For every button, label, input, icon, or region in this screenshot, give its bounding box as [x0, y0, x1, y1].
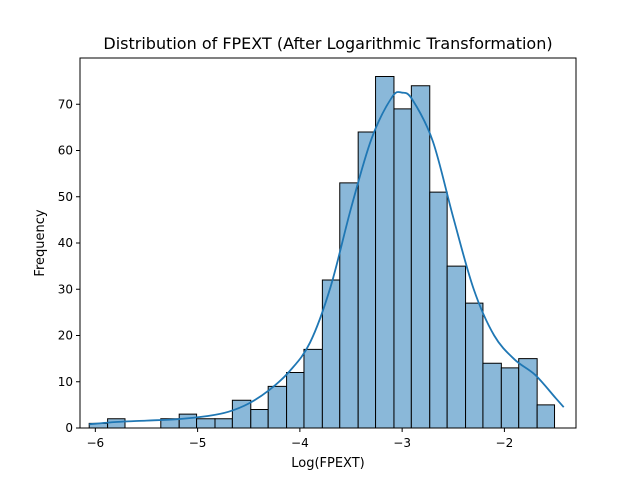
- histogram-bar: [286, 372, 305, 429]
- kde-curve: [89, 91, 565, 426]
- histogram-bar: [482, 362, 502, 429]
- y-tick-label: 30: [58, 282, 73, 296]
- histogram-bar: [267, 385, 288, 429]
- x-axis-label: Log(FPEXT): [291, 456, 365, 471]
- y-tick-label: 0: [65, 421, 73, 435]
- x-tick-label: −6: [86, 436, 104, 450]
- y-tick-label: 60: [58, 144, 73, 158]
- histogram-bar: [339, 182, 359, 429]
- histogram-bar: [536, 404, 556, 429]
- histogram-bar: [410, 85, 431, 429]
- x-tick-label: −4: [291, 436, 309, 450]
- y-tick-label: 10: [58, 375, 73, 389]
- histogram-bar: [375, 76, 395, 429]
- histogram-bar: [446, 265, 467, 429]
- histogram-bar: [178, 413, 198, 429]
- y-tick-label: 40: [58, 236, 73, 250]
- bars-group: [88, 76, 556, 429]
- histogram-bar: [429, 191, 448, 429]
- y-tick-label: 50: [58, 190, 73, 204]
- y-axis-ticks: 0 10 20 30 40 50 60 70: [58, 97, 80, 435]
- x-tick-label: −3: [393, 436, 411, 450]
- y-tick-label: 70: [58, 97, 73, 111]
- y-axis-label: Frequency: [33, 209, 48, 276]
- histogram-bar: [196, 418, 216, 429]
- histogram-bar: [107, 418, 126, 429]
- x-axis-ticks: −6 −5 −4 −3 −2: [86, 428, 513, 450]
- x-tick-label: −5: [189, 436, 207, 450]
- chart-title: Distribution of FPEXT (After Logarithmic…: [103, 34, 552, 53]
- histogram-bar: [500, 367, 520, 429]
- histogram-bar: [465, 302, 484, 429]
- y-tick-label: 20: [58, 329, 73, 343]
- x-tick-label: −2: [496, 436, 514, 450]
- histogram-bar: [303, 348, 323, 429]
- histogram-bar: [250, 409, 269, 429]
- histogram-bar: [393, 108, 412, 429]
- histogram-bar: [214, 418, 233, 429]
